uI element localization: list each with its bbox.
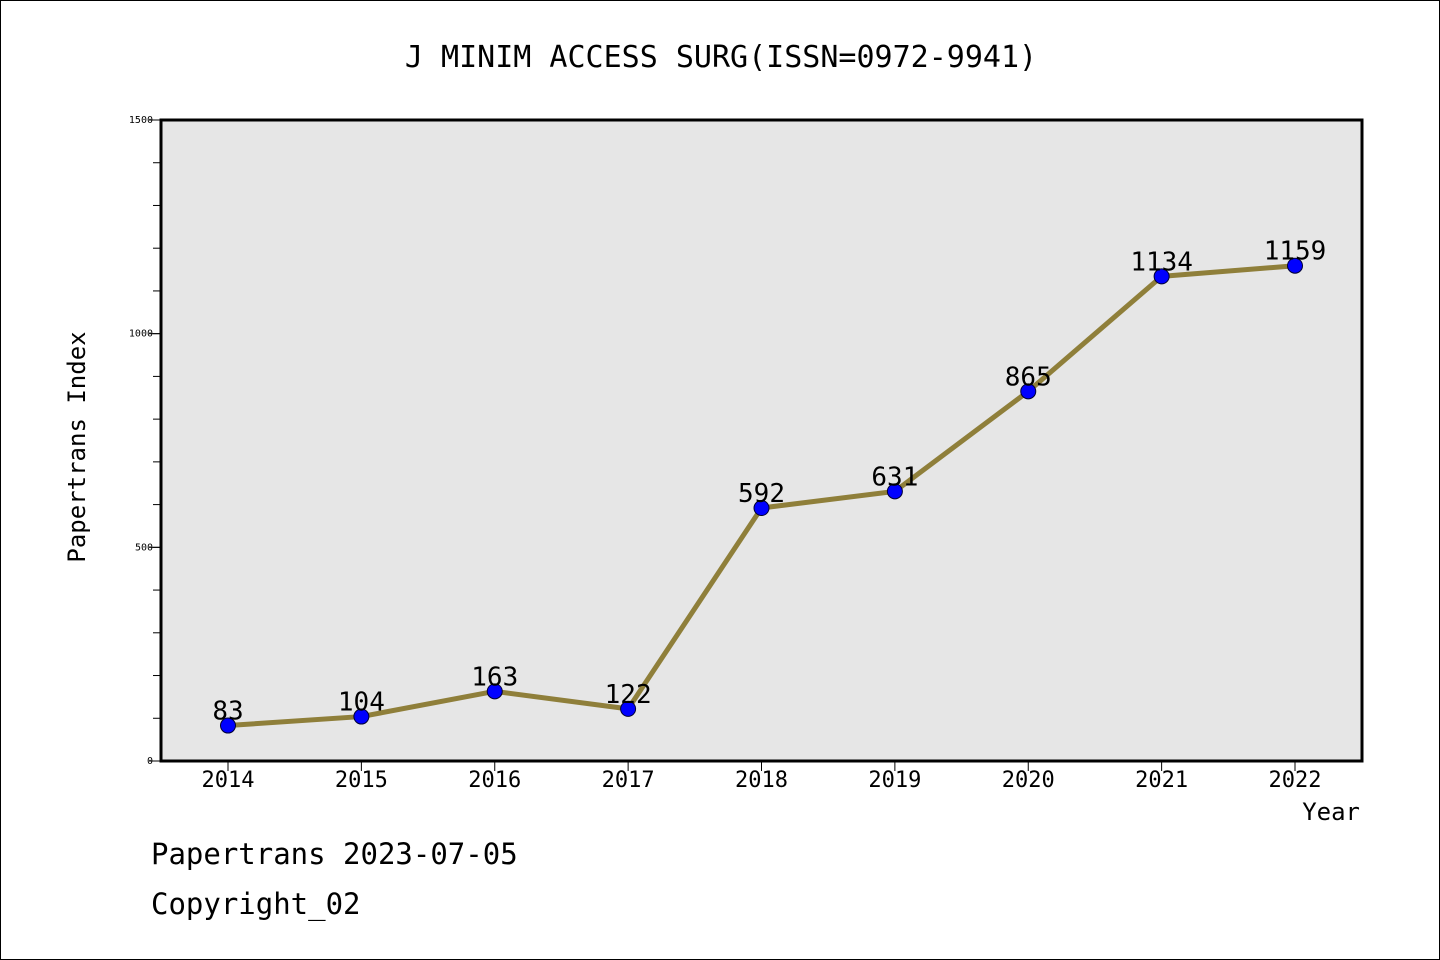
data-label: 163 xyxy=(471,662,518,692)
y-tick-label: 1000 xyxy=(129,329,153,340)
footer-copyright: Copyright_02 xyxy=(151,887,361,921)
y-axis-ticks: 0 500 1000 1500 xyxy=(129,115,161,767)
data-point xyxy=(1153,268,1170,285)
x-axis-label: Year xyxy=(1302,798,1360,826)
data-label: 122 xyxy=(605,680,652,710)
data-label: 592 xyxy=(738,479,785,509)
x-tick-label: 2017 xyxy=(602,768,655,793)
data-point xyxy=(486,683,503,700)
data-point xyxy=(620,700,637,717)
data-label: 83 xyxy=(212,697,243,727)
x-tick-label: 2022 xyxy=(1269,768,1322,793)
x-tick-label: 2021 xyxy=(1135,768,1188,793)
data-label: 1159 xyxy=(1264,237,1327,267)
data-label: 1134 xyxy=(1130,247,1193,277)
x-tick-label: 2020 xyxy=(1002,768,1055,793)
data-point xyxy=(1287,257,1303,274)
data-point xyxy=(1020,383,1037,400)
x-tick-label: 2016 xyxy=(468,768,521,793)
data-labels: 83 104 163 122 592 631 865 1134 1159 xyxy=(212,237,1326,727)
x-tick-label: 2018 xyxy=(735,768,788,793)
data-label: 104 xyxy=(338,688,385,718)
x-tick-label: 2019 xyxy=(868,768,921,793)
footer-date-line: Papertrans 2023-07-05 xyxy=(151,837,518,871)
data-point xyxy=(220,717,236,734)
x-tick-label: 2014 xyxy=(202,768,255,793)
data-label: 865 xyxy=(1005,362,1052,392)
y-tick-label: 1500 xyxy=(129,115,153,126)
data-point xyxy=(753,500,770,517)
x-axis-ticks: 2014 2015 2016 2017 2018 2019 2020 2021 2022 xyxy=(202,761,1322,793)
y-tick-label: 500 xyxy=(135,542,153,553)
x-tick-label: 2015 xyxy=(335,768,388,793)
data-point xyxy=(886,483,903,500)
series-layer xyxy=(220,257,1303,734)
y-tick-label: 0 xyxy=(147,756,153,767)
data-label: 631 xyxy=(871,462,918,492)
data-point xyxy=(353,708,370,725)
chart-title: J MINIM ACCESS SURG(ISSN=0972-9941) xyxy=(405,40,1037,75)
plot-area xyxy=(159,118,1364,763)
y-axis-label: Papertrans Index xyxy=(63,331,91,562)
